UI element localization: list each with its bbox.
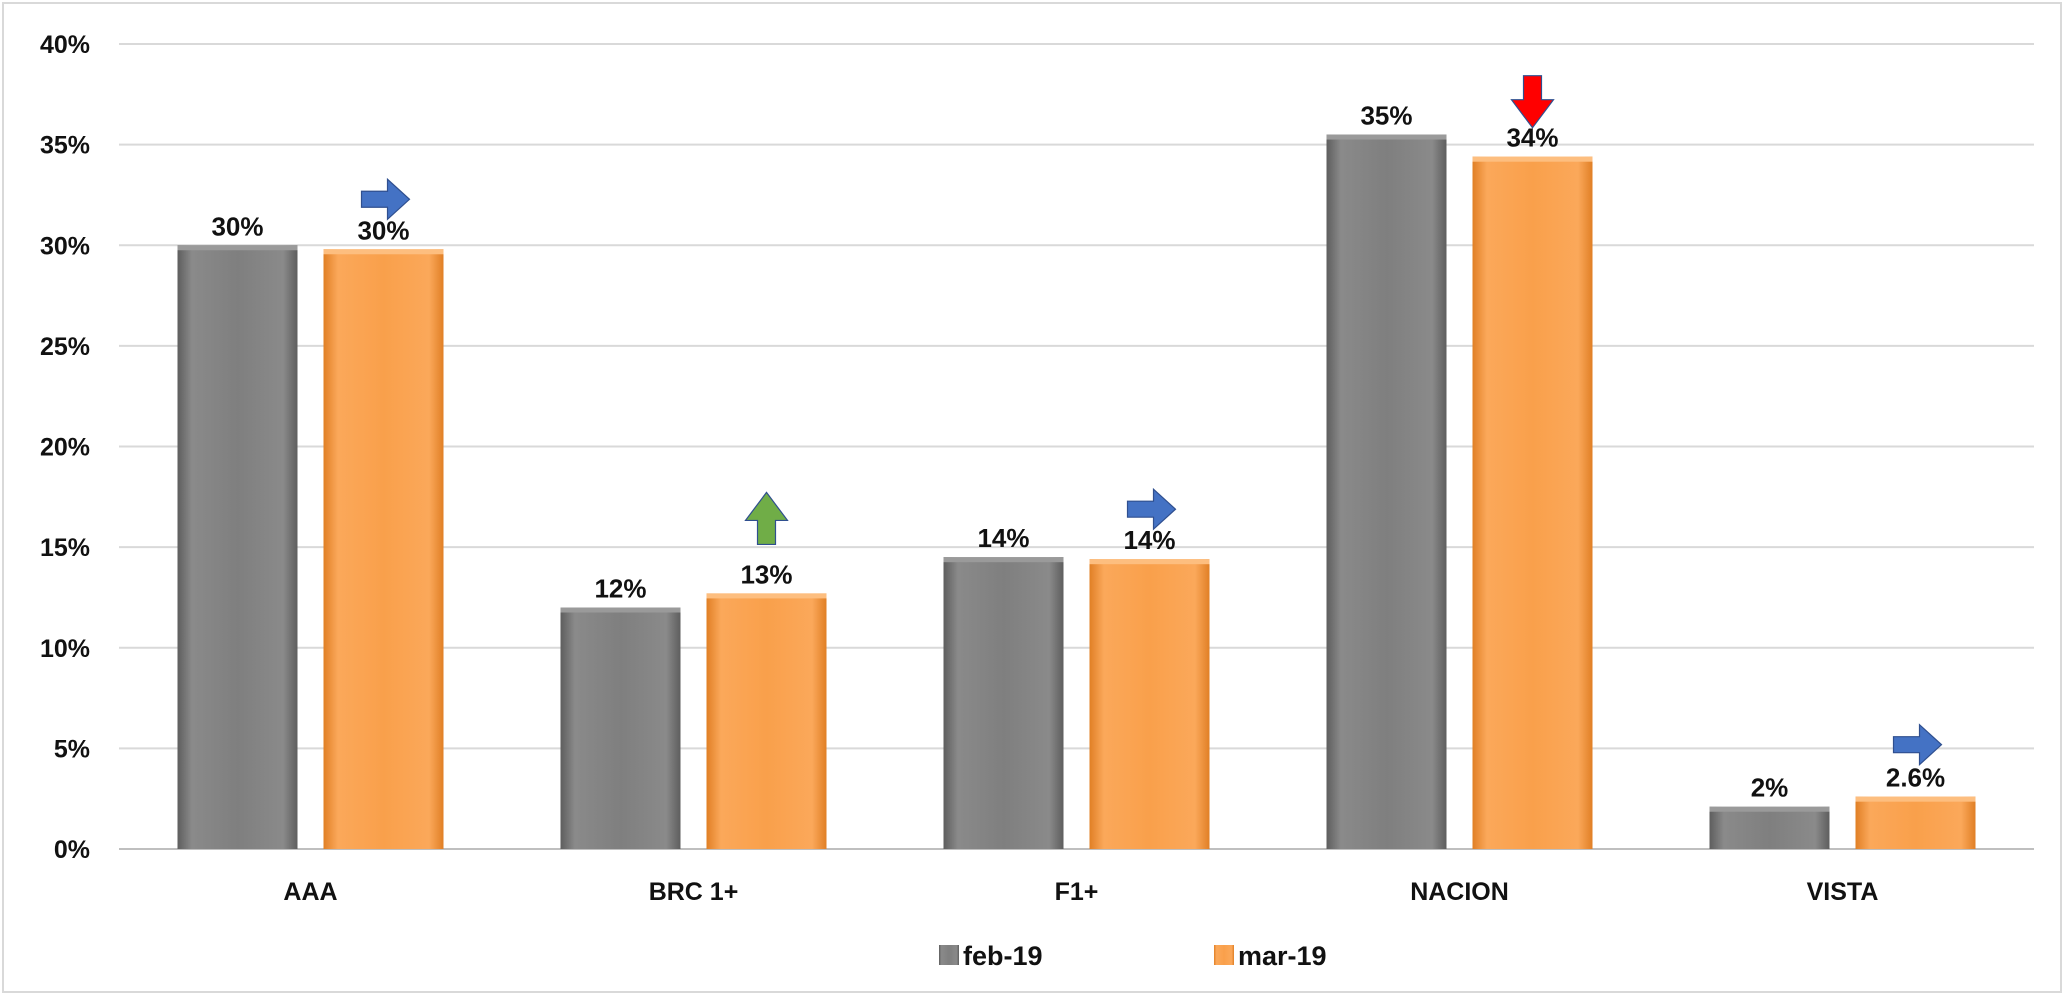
bar-bevel xyxy=(706,593,827,599)
bar-bevel xyxy=(1089,559,1210,565)
legend-label: feb-19 xyxy=(963,941,1043,971)
x-tick-label: NACION xyxy=(1410,878,1509,906)
x-tick-label: F1+ xyxy=(1055,878,1099,906)
y-axis-ticks: 0% 5% 10% 15% 20% 25% 30% 35% 40% xyxy=(40,31,90,864)
data-label: 30% xyxy=(357,215,409,245)
bar-bevel xyxy=(177,245,298,251)
bar-bevel xyxy=(1709,806,1830,812)
bar-mar-19-F1+ xyxy=(1089,559,1210,849)
data-label: 12% xyxy=(594,574,646,604)
y-tick-label: 25% xyxy=(40,333,90,361)
y-tick-label: 10% xyxy=(40,635,90,663)
bar-feb-19-NACION xyxy=(1326,134,1447,849)
x-tick-label: AAA xyxy=(283,878,337,906)
y-tick-label: 40% xyxy=(40,31,90,59)
bar-feb-19-F1+ xyxy=(943,557,1064,849)
bars xyxy=(177,134,1976,849)
bar-mar-19-BRC 1+ xyxy=(706,593,827,849)
data-label: 2% xyxy=(1751,773,1789,803)
y-tick-label: 20% xyxy=(40,434,90,462)
bar-mar-19-VISTA xyxy=(1855,796,1976,849)
trend-arrow-right-icon xyxy=(1892,723,1943,767)
bar-feb-19-BRC 1+ xyxy=(560,607,681,849)
bar-bevel xyxy=(1855,796,1976,802)
bar-bevel xyxy=(1472,156,1593,162)
data-labels: 30% 30%12% 13%14% 14%35%34%2% 2.6% xyxy=(211,101,1945,803)
legend: feb-19 mar-19 xyxy=(939,941,1327,971)
bar-bevel xyxy=(323,249,444,255)
trend-arrow-down-icon xyxy=(1510,75,1555,129)
x-axis-ticks: AAA BRC 1+ F1+ NACION VISTA xyxy=(283,878,1878,906)
x-tick-label: BRC 1+ xyxy=(649,878,739,906)
trend-arrows xyxy=(360,75,1943,767)
legend-label: mar-19 xyxy=(1238,941,1327,971)
bar-chart: 0% 5% 10% 15% 20% 25% 30% 35% 40% 30% 30% 12% 13% 14… xyxy=(40,31,2034,971)
y-tick-label: 30% xyxy=(40,232,90,260)
trend-arrow-right-icon xyxy=(1126,487,1177,531)
bar-feb-19-AAA xyxy=(177,245,298,849)
data-label: 13% xyxy=(740,559,792,589)
legend-swatch-mar-19 xyxy=(1214,945,1234,965)
trend-arrow-right-icon xyxy=(360,177,411,221)
data-label: 35% xyxy=(1360,101,1412,131)
bar-feb-19-VISTA xyxy=(1709,806,1830,849)
data-label: 14% xyxy=(1123,525,1175,555)
data-label: 2.6% xyxy=(1886,763,1945,793)
y-tick-label: 5% xyxy=(54,735,90,763)
data-label: 14% xyxy=(977,523,1029,553)
x-tick-label: VISTA xyxy=(1807,878,1879,906)
bar-bevel xyxy=(943,557,1064,563)
y-tick-label: 0% xyxy=(54,836,90,864)
data-label: 30% xyxy=(211,211,263,241)
bar-mar-19-AAA xyxy=(323,249,444,849)
y-tick-label: 15% xyxy=(40,534,90,562)
bar-mar-19-NACION xyxy=(1472,156,1593,849)
y-tick-label: 35% xyxy=(40,132,90,160)
trend-arrow-up-icon xyxy=(744,491,789,546)
bar-bevel xyxy=(560,607,681,613)
legend-swatch-feb-19 xyxy=(939,945,959,965)
bar-bevel xyxy=(1326,134,1447,140)
